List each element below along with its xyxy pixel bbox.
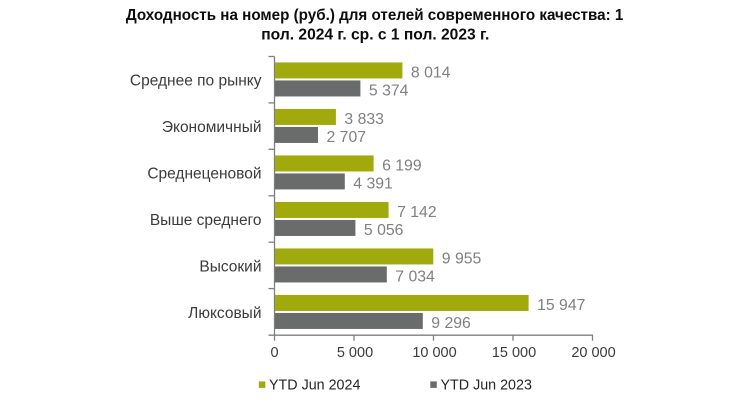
svg-text:пол. 2024 г. ср. с 1 пол. 2023: пол. 2024 г. ср. с 1 пол. 2023 г. [261,26,489,43]
svg-text:5 374: 5 374 [369,82,409,99]
svg-text:15 000: 15 000 [492,345,536,361]
svg-text:5 000: 5 000 [337,345,373,361]
svg-text:15 947: 15 947 [537,297,585,314]
svg-text:Выше среднего: Выше среднего [150,212,262,229]
svg-text:5 056: 5 056 [364,222,404,239]
svg-text:Экономичный: Экономичный [162,119,262,136]
svg-text:0: 0 [270,345,278,361]
svg-text:Люксовый: Люксовый [188,305,261,322]
svg-text:Среднее по рынку: Среднее по рынку [130,72,262,89]
svg-text:6 199: 6 199 [382,157,422,174]
svg-text:Среднеценовой: Среднеценовой [147,165,261,182]
svg-text:9 955: 9 955 [442,250,482,267]
svg-text:Высокий: Высокий [199,258,261,275]
svg-text:YTD Jun 2023: YTD Jun 2023 [441,378,532,394]
svg-text:3 833: 3 833 [344,111,384,128]
svg-text:Доходность на номер (руб.) для: Доходность на номер (руб.) для отелей со… [126,7,624,24]
svg-text:7 142: 7 142 [397,204,437,221]
svg-text:2 707: 2 707 [327,129,367,146]
svg-text:YTD Jun 2024: YTD Jun 2024 [269,378,360,394]
svg-text:9 296: 9 296 [431,315,471,332]
svg-text:20 000: 20 000 [571,345,615,361]
svg-text:8 014: 8 014 [411,64,451,81]
svg-text:4 391: 4 391 [353,175,393,192]
svg-text:7 034: 7 034 [395,268,435,285]
svg-text:10 000: 10 000 [412,345,456,361]
